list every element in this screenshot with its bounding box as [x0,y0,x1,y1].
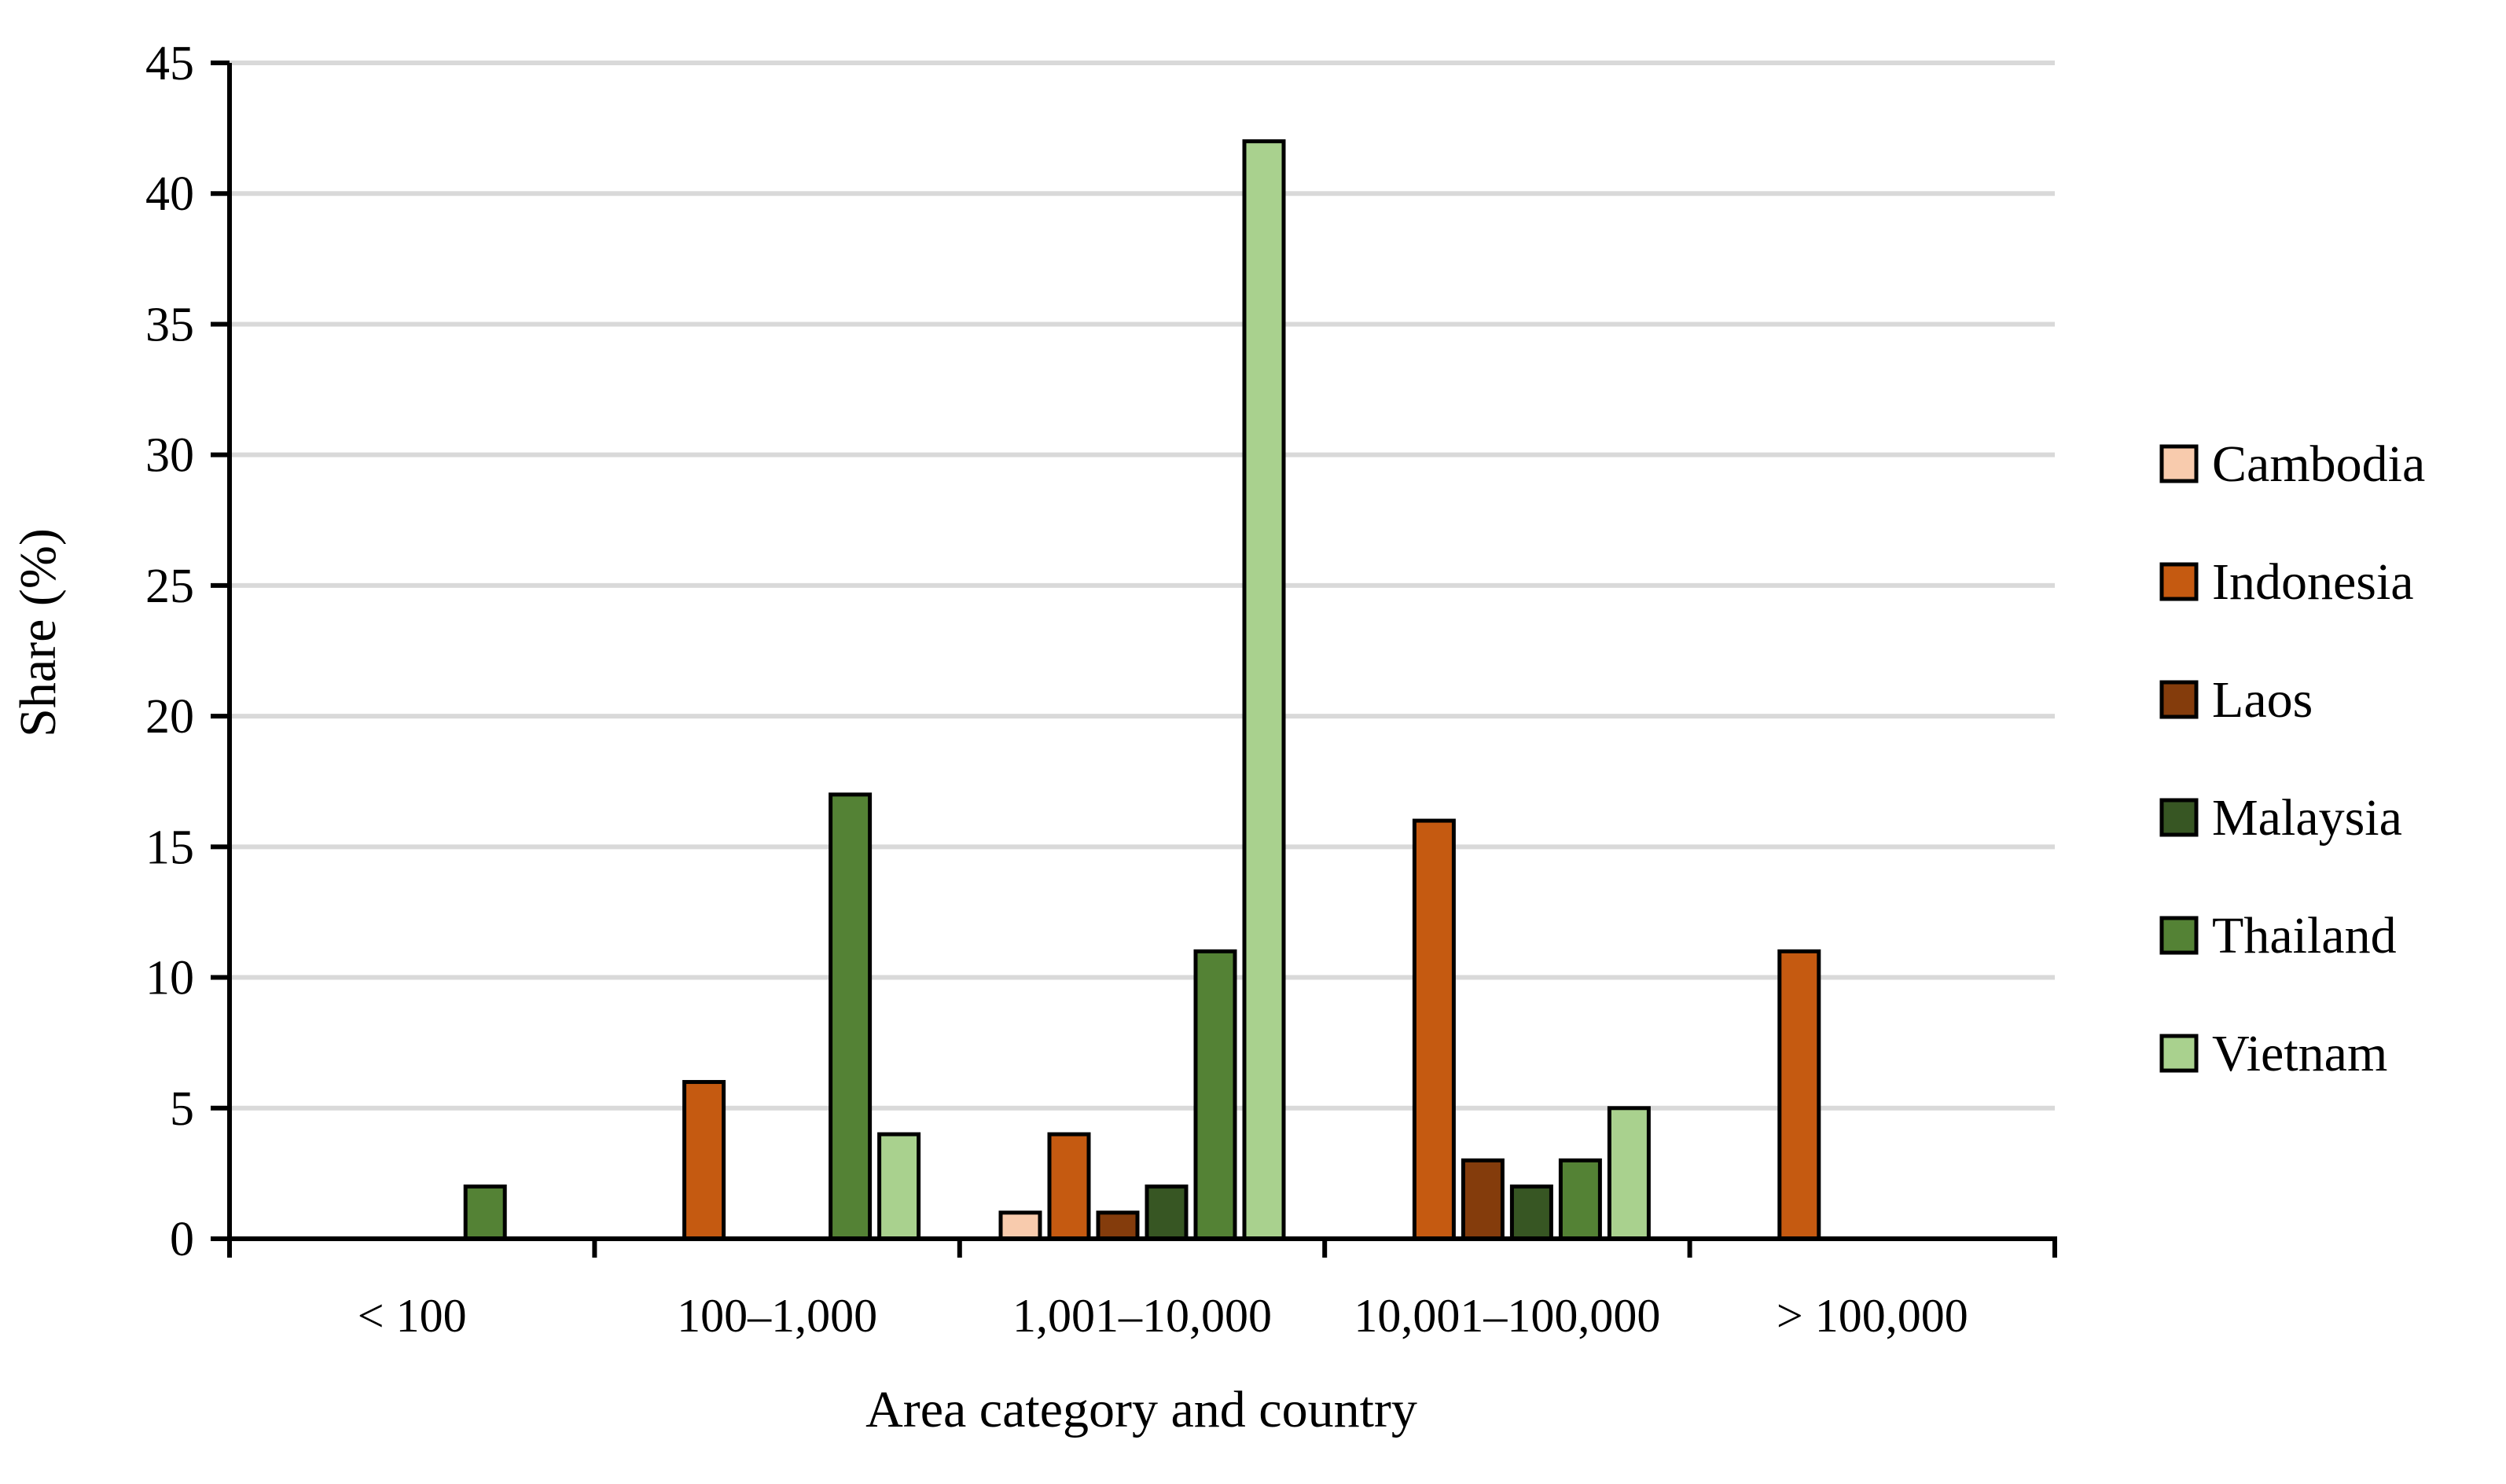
category-label-0: < 100 [358,1290,467,1342]
legend-swatch-laos [2162,682,2196,717]
x-category-labels: < 100 100–1,000 1,001–10,000 10,001–100,000… [358,1290,1968,1342]
legend-item-laos: Laos [2162,671,2313,729]
legend-label-laos: Laos [2212,671,2313,729]
bar-indonesia-1 [685,1082,724,1239]
y-tick-label-15: 15 [145,821,194,874]
x-axis-title: Area category and country [865,1381,1417,1438]
bar-indonesia-4 [1780,951,1819,1239]
bar-cambodia-2 [1001,1213,1040,1239]
y-tick-labels: 0 5 10 15 20 25 30 35 40 45 [145,37,194,1266]
legend-label-cambodia: Cambodia [2212,435,2425,493]
legend-item-indonesia: Indonesia [2162,553,2414,611]
bar-malaysia-3 [1512,1187,1551,1239]
legend-item-cambodia: Cambodia [2162,435,2425,493]
bar-vietnam-1 [880,1134,919,1239]
legend-swatch-vietnam [2162,1036,2196,1071]
legend-label-vietnam: Vietnam [2212,1025,2387,1082]
legend-label-thailand: Thailand [2212,907,2397,964]
category-label-1: 100–1,000 [677,1290,877,1342]
y-axis-title: Share (%) [9,528,67,737]
bar-indonesia-3 [1414,821,1453,1239]
legend-swatch-thailand [2162,918,2196,953]
y-tick-label-45: 45 [145,37,194,90]
legend-item-vietnam: Vietnam [2162,1025,2387,1082]
y-tick-label-25: 25 [145,560,194,613]
legend-swatch-indonesia [2162,564,2196,599]
legend-swatch-malaysia [2162,800,2196,835]
bar-thailand-0 [465,1187,505,1239]
bar-vietnam-2 [1244,141,1284,1239]
y-tick-label-0: 0 [170,1213,194,1266]
bar-laos-2 [1098,1213,1137,1239]
category-label-2: 1,001–10,000 [1012,1290,1272,1342]
bars [465,141,1819,1239]
bar-thailand-1 [831,795,870,1239]
bar-malaysia-2 [1147,1187,1186,1239]
bar-indonesia-2 [1049,1134,1089,1239]
legend-label-malaysia: Malaysia [2212,789,2402,847]
y-tick-label-5: 5 [170,1082,194,1136]
legend-swatch-cambodia [2162,446,2196,481]
category-label-3: 10,001–100,000 [1354,1290,1660,1342]
category-label-4: > 100,000 [1777,1290,1968,1342]
legend-label-indonesia: Indonesia [2212,553,2414,611]
bar-vietnam-3 [1609,1108,1648,1239]
legend-item-malaysia: Malaysia [2162,789,2402,847]
y-tick-label-20: 20 [145,690,194,744]
bar-thailand-2 [1196,951,1235,1239]
legend: Cambodia Indonesia Laos Malaysia Thailand Vie… [2162,435,2425,1082]
bar-thailand-3 [1560,1160,1600,1239]
legend-item-thailand: Thailand [2162,907,2397,964]
bar-laos-3 [1463,1160,1502,1239]
y-tick-label-40: 40 [145,167,194,221]
y-tick-label-35: 35 [145,298,194,351]
y-tick-label-30: 30 [145,429,194,483]
y-tick-label-10: 10 [145,952,194,1005]
